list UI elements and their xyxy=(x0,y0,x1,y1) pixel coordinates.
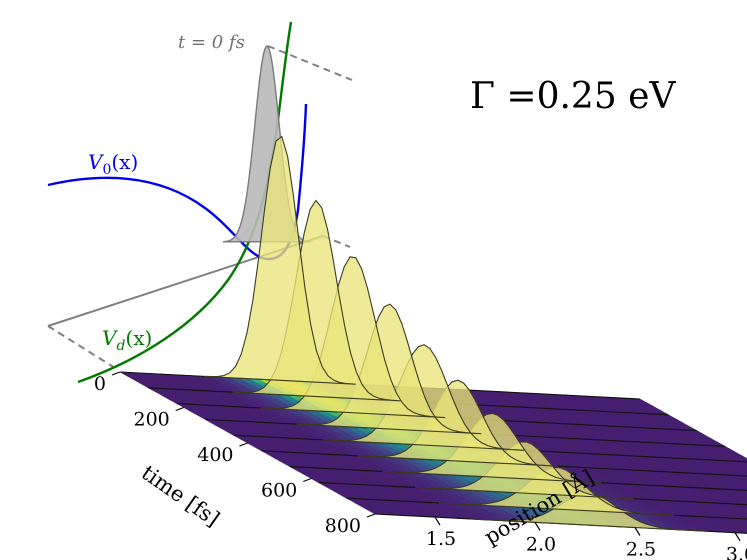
wavepacket-slice xyxy=(232,199,401,402)
surface-cell xyxy=(741,490,747,495)
surface-cell xyxy=(740,510,747,515)
time-tick xyxy=(303,477,312,483)
surface-cell xyxy=(743,507,747,510)
position-tick xyxy=(434,516,441,526)
vd-label-main: V xyxy=(102,326,119,350)
v0-label: V0(x) xyxy=(88,150,138,178)
gamma-annotation: Γ =0.25 eV xyxy=(470,76,676,117)
position-tick-label: 2.0 xyxy=(526,533,556,555)
position-tick-label: 2.5 xyxy=(626,539,656,560)
surface-cell xyxy=(742,516,747,520)
position-tick xyxy=(534,521,541,531)
initial-link-dashed xyxy=(267,45,353,81)
time-tick xyxy=(239,442,248,447)
wavepacket-slice xyxy=(204,135,356,385)
position-tick xyxy=(734,532,741,542)
surface-cell xyxy=(743,471,747,475)
vd-label: Vd(x) xyxy=(102,326,152,354)
time-tick-label: 400 xyxy=(197,444,233,466)
surface-cell xyxy=(740,465,747,470)
wavepacket-slice xyxy=(296,303,482,435)
position-tick xyxy=(634,527,641,536)
v0-label-sub: 0 xyxy=(102,162,111,178)
wall-front-edge xyxy=(47,325,116,369)
time-tick xyxy=(366,513,376,518)
time-tick-label: 800 xyxy=(325,515,361,537)
v0-label-main: V xyxy=(88,150,105,174)
wavepacket-slice xyxy=(260,256,446,419)
vd-label-sub: d xyxy=(116,338,125,354)
time-tick-label: 600 xyxy=(261,480,297,502)
time-tick-label: 0 xyxy=(94,373,106,395)
surface-cell xyxy=(742,481,747,485)
initial-time-label: t = 0 fs xyxy=(178,32,245,53)
position-tick-label: 1.5 xyxy=(426,528,456,550)
position-tick-label: 3.0 xyxy=(726,544,747,560)
time-tick xyxy=(175,406,184,412)
v0-label-tail: (x) xyxy=(111,150,138,174)
wavepacket-slices xyxy=(204,135,707,532)
time-tick-label: 200 xyxy=(133,409,169,431)
vd-label-tail: (x) xyxy=(125,326,152,350)
t-axis-label: time [fs] xyxy=(137,460,224,531)
time-tick xyxy=(111,371,121,376)
surface-cell xyxy=(741,500,747,505)
